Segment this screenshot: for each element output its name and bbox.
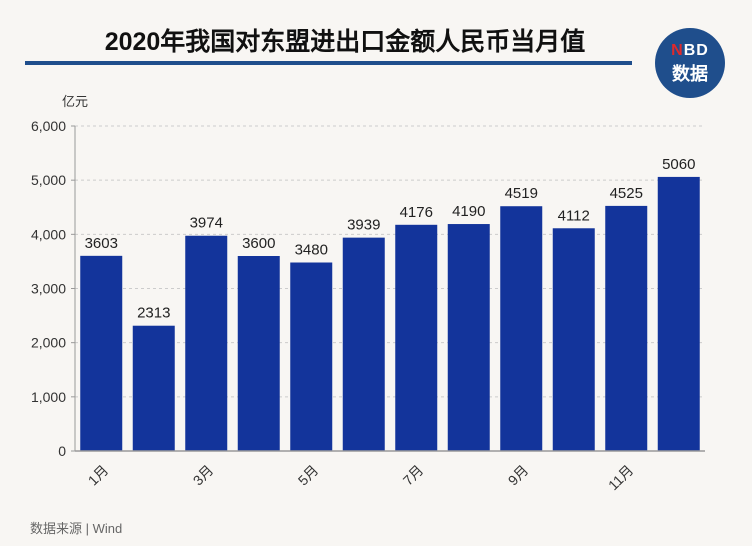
data-label: 5060 [662, 156, 695, 173]
bar-7月 [395, 224, 438, 451]
y-tick-label: 4,000 [31, 226, 66, 242]
x-tick-label: 1月 [85, 462, 112, 489]
data-label: 3974 [190, 215, 223, 232]
data-label: 4525 [610, 185, 643, 202]
y-tick-label: 6,000 [31, 118, 66, 134]
x-tick-label: 5月 [295, 462, 322, 489]
bar-10月 [552, 228, 595, 451]
data-label: 3939 [347, 217, 380, 234]
bar-9月 [500, 206, 543, 451]
x-tick-label: 7月 [400, 462, 427, 489]
x-tick-label: 9月 [505, 462, 532, 489]
data-label: 3480 [295, 242, 328, 259]
bar-8月 [447, 224, 490, 451]
data-label: 4112 [558, 207, 590, 224]
bar-6月 [342, 237, 385, 451]
x-tick-label: 11月 [605, 462, 636, 493]
title-divider [25, 61, 632, 65]
bar-11月 [605, 205, 648, 451]
data-label: 4176 [400, 204, 433, 221]
data-label: 2313 [137, 305, 170, 322]
data-label: 4190 [452, 203, 485, 220]
y-tick-label: 0 [58, 443, 66, 459]
x-tick-label: 3月 [190, 462, 217, 489]
chart-title: 2020年我国对东盟进出口金额人民币当月值 [104, 28, 586, 56]
y-tick-label: 5,000 [31, 172, 66, 188]
data-source: 数据来源 | Wind [30, 521, 123, 536]
nbd-logo: NBD 数据 [655, 28, 725, 98]
y-axis-unit: 亿元 [62, 94, 88, 109]
y-tick-label: 2,000 [31, 335, 66, 351]
bar-3月 [185, 235, 228, 451]
data-label: 3600 [242, 235, 275, 252]
data-label: 3603 [85, 235, 118, 252]
bar-2月 [132, 325, 175, 451]
bar-5月 [290, 262, 333, 451]
bar-12月 [657, 176, 700, 451]
y-tick-label: 1,000 [31, 389, 66, 405]
data-label: 4519 [505, 185, 538, 202]
bar-1月 [80, 255, 123, 451]
y-tick-label: 3,000 [31, 281, 66, 297]
bar-4月 [237, 256, 280, 451]
